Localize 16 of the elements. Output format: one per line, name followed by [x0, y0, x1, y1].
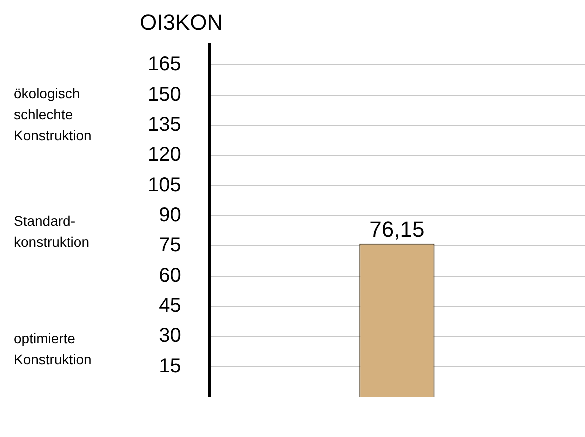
text: Standard-konstruktion: [14, 213, 90, 250]
y-tick-label: 120: [148, 144, 182, 166]
y-tick-label: 135: [148, 114, 182, 136]
y-tick-label: 165: [148, 54, 182, 76]
y-tick-label: 30: [159, 325, 182, 348]
y-tick-label: 15: [159, 355, 182, 378]
y-tick-label: 90: [159, 204, 182, 226]
data-label: 76,15: [370, 216, 425, 242]
y-tick-label: 150: [148, 84, 182, 106]
chart-title: OI3KON: [140, 10, 224, 35]
y-tick-label: 75: [159, 234, 182, 257]
y-tick-label: 105: [148, 174, 182, 196]
y-tick-label: 60: [159, 264, 182, 287]
y-tick-label: 45: [159, 295, 182, 317]
text: optimierte Konstruktion: [14, 330, 92, 368]
text: ökologisch schlechte Konstruktion: [14, 85, 92, 144]
